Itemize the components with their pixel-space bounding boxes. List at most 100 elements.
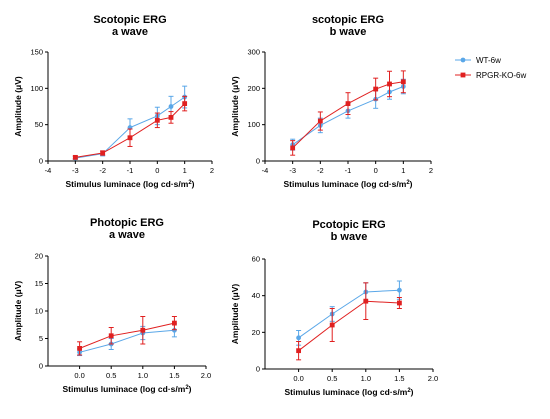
- x-axis-label-end: ): [411, 387, 414, 397]
- x-axis-label-end: ): [192, 179, 195, 189]
- x-tick-label: 2.0: [201, 371, 211, 380]
- series-rpgr-ko: [77, 316, 177, 356]
- data-point: [140, 327, 146, 333]
- y-tick-label: 100: [30, 84, 43, 93]
- x-axis-label-end: ): [410, 179, 413, 189]
- y-tick-label: 300: [247, 48, 260, 57]
- y-axis-label: Amplitude (μV): [13, 281, 23, 342]
- x-tick-label: 2: [429, 166, 433, 175]
- chart-title-line: a wave: [112, 26, 148, 38]
- x-tick-label: 0.5: [327, 374, 337, 383]
- chart-title-line: b wave: [330, 26, 367, 38]
- y-tick-label: 0: [39, 157, 43, 166]
- legend: WT-6w RPGR-KO-6w: [455, 56, 526, 80]
- data-point: [108, 333, 114, 339]
- data-point: [100, 150, 106, 156]
- x-axis-label-main: Stimulus luminace (log cd·s/m: [66, 179, 189, 189]
- data-point: [296, 348, 301, 354]
- legend-item-wt: WT-6w: [455, 56, 501, 65]
- y-axis-label: Amplitude (μV): [230, 284, 240, 345]
- data-point: [387, 81, 392, 87]
- y-tick-label: 20: [252, 328, 260, 337]
- legend-item-rpgr-ko: RPGR-KO-6w: [455, 71, 526, 80]
- data-point: [397, 300, 402, 306]
- x-axis-label-main: Stimulus luminace (log cd·s/m: [285, 387, 408, 397]
- chart-title-line: Pcotopic ERG: [312, 219, 385, 231]
- data-point: [290, 145, 296, 151]
- series-line: [75, 96, 185, 159]
- x-tick-label: -2: [99, 166, 106, 175]
- series-rpgr-ko: [296, 282, 402, 361]
- data-point: [296, 335, 301, 341]
- data-point: [154, 117, 160, 123]
- data-point: [77, 346, 82, 351]
- data-point: [172, 327, 177, 333]
- chart-title-line: a wave: [109, 229, 145, 241]
- x-axis-label-end: ): [189, 384, 192, 394]
- data-point: [168, 115, 174, 120]
- y-tick-label: 0: [256, 157, 260, 166]
- y-tick-label: 100: [247, 120, 260, 129]
- data-point: [182, 101, 188, 106]
- x-axis-label: Stimulus luminace (log cd·s/m2): [63, 384, 192, 394]
- x-tick-label: 1: [183, 166, 187, 175]
- y-tick-label: 0: [256, 365, 260, 374]
- x-tick-label: 1.0: [361, 374, 371, 383]
- chart-title-line: Scotopic ERG: [93, 14, 166, 26]
- data-point: [172, 320, 177, 326]
- legend-label: WT-6w: [476, 56, 501, 65]
- series-line: [292, 86, 404, 146]
- y-axis-label: Amplitude (μV): [230, 76, 240, 137]
- x-tick-label: -1: [127, 166, 134, 175]
- x-axis-label-main: Stimulus luminace (log cd·s/m: [63, 384, 186, 394]
- x-tick-label: -4: [262, 166, 269, 175]
- data-point: [400, 79, 406, 85]
- data-point: [168, 104, 174, 109]
- x-tick-label: -3: [289, 166, 296, 175]
- data-point: [345, 101, 351, 106]
- x-tick-label: 0.0: [74, 371, 84, 380]
- x-tick-label: 1.5: [169, 371, 179, 380]
- data-point: [127, 135, 133, 141]
- x-tick-label: -4: [45, 166, 52, 175]
- chart-title-line: scotopic ERG: [312, 14, 384, 26]
- data-point: [373, 86, 379, 92]
- x-axis-label: Stimulus luminace (log cd·s/m2): [284, 179, 413, 189]
- series-rpgr-ko: [72, 95, 188, 160]
- x-axis-label-sup: 2: [407, 388, 411, 394]
- x-tick-label: -2: [317, 166, 324, 175]
- series-rpgr-ko: [290, 70, 406, 156]
- y-tick-label: 50: [35, 120, 43, 129]
- x-axis-label: Stimulus luminace (log cd·s/m2): [66, 179, 195, 189]
- legend-marker: [460, 57, 466, 63]
- x-tick-label: 0.5: [106, 371, 116, 380]
- y-tick-label: 40: [252, 291, 260, 300]
- x-tick-label: -3: [72, 166, 79, 175]
- legend-label: RPGR-KO-6w: [476, 71, 526, 80]
- data-point: [363, 298, 369, 304]
- x-tick-label: 1.0: [138, 371, 148, 380]
- y-tick-label: 200: [247, 84, 260, 93]
- x-axis-label-sup: 2: [406, 180, 410, 186]
- y-axis-label: Amplitude (μV): [13, 76, 23, 137]
- series-line: [298, 289, 400, 339]
- y-tick-label: 15: [35, 279, 43, 288]
- y-tick-label: 60: [252, 255, 260, 264]
- x-tick-label: 2.0: [428, 374, 438, 383]
- data-point: [329, 322, 335, 328]
- series-line: [79, 322, 175, 349]
- x-tick-label: -1: [345, 166, 352, 175]
- y-tick-label: 10: [35, 307, 43, 316]
- x-axis-label-sup: 2: [185, 385, 189, 391]
- series-wt: [77, 323, 177, 357]
- x-tick-label: 0: [374, 166, 378, 175]
- data-point: [397, 287, 402, 293]
- x-tick-label: 2: [210, 166, 214, 175]
- x-axis-label-main: Stimulus luminace (log cd·s/m: [284, 179, 407, 189]
- y-tick-label: 5: [39, 334, 43, 343]
